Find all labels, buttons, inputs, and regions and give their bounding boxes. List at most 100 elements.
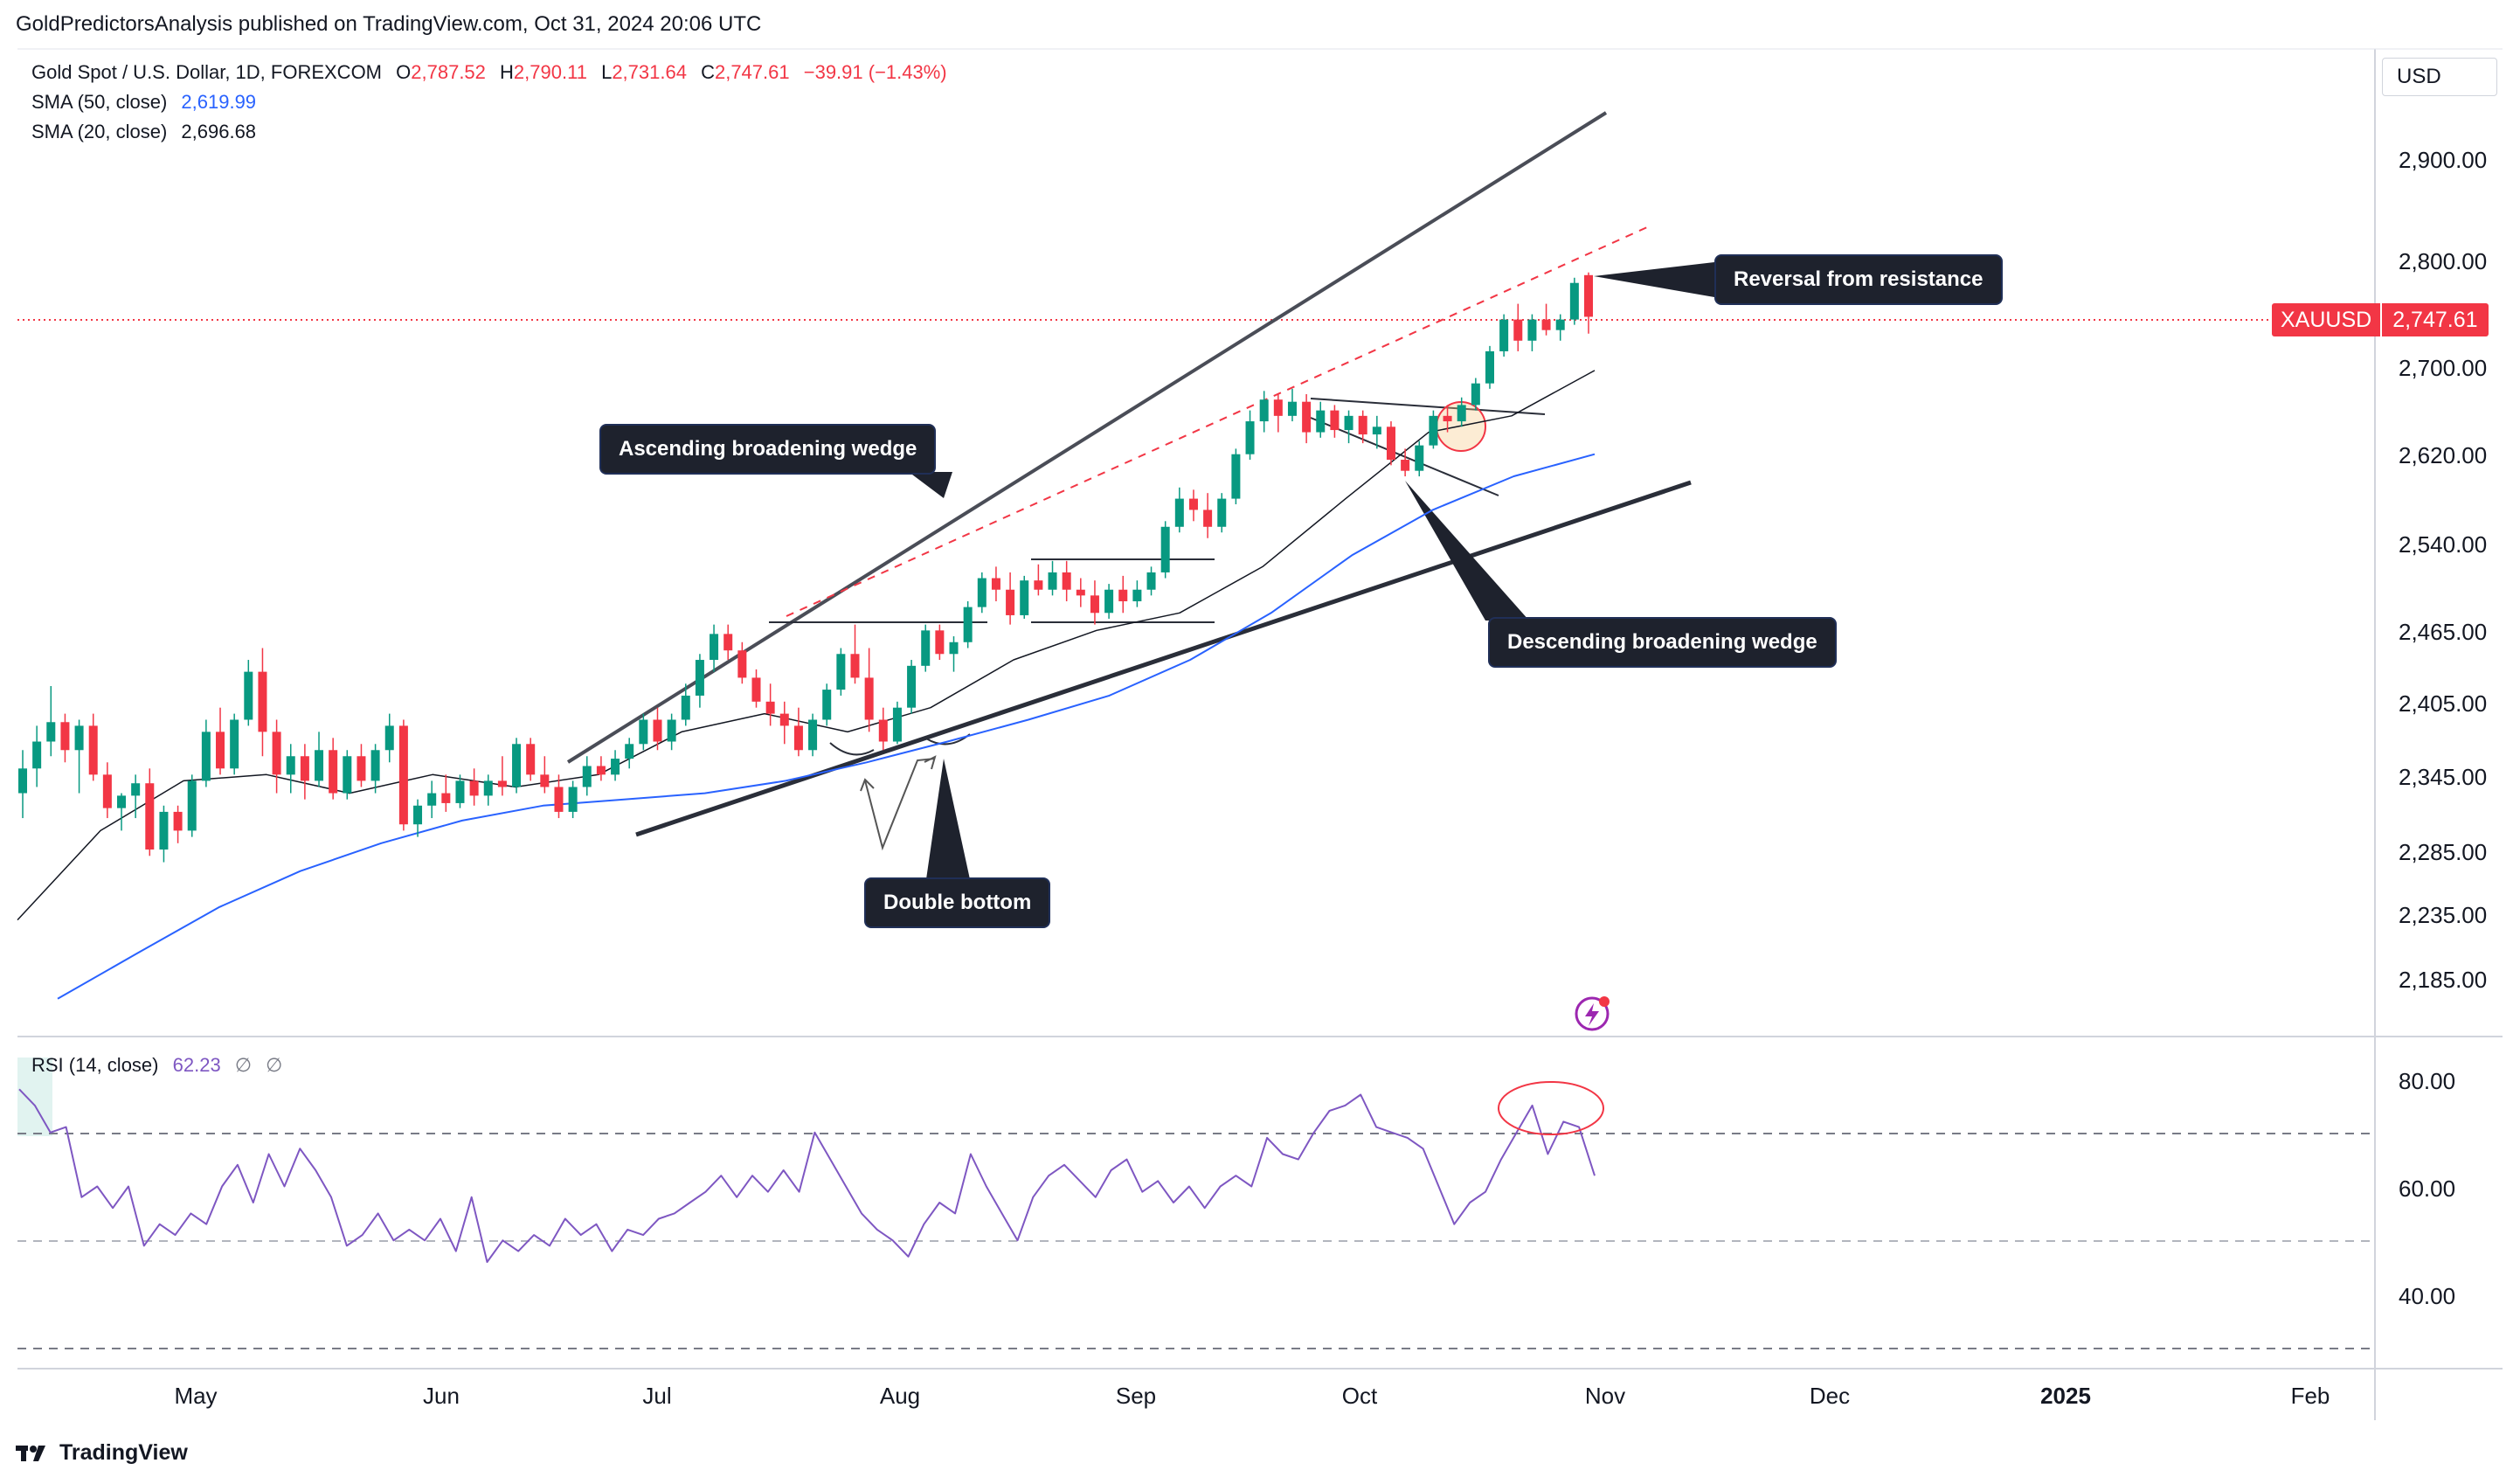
- currency-selector[interactable]: USD: [2382, 58, 2497, 96]
- rsi-extra-1: ∅: [234, 1054, 252, 1076]
- candle-up: [949, 641, 959, 655]
- candle-up: [315, 750, 324, 781]
- sma50-line: [57, 453, 1596, 1000]
- rsi-divergence-circle: [1498, 1081, 1604, 1135]
- candle-up: [343, 756, 352, 794]
- candle-down: [737, 650, 747, 678]
- ohlc-open: O2,787.52: [396, 61, 486, 83]
- candle-up: [1372, 426, 1381, 435]
- y-tick-label: 2,900.00: [2399, 147, 2488, 173]
- candle-down: [1302, 401, 1312, 433]
- candle-down: [1541, 319, 1551, 330]
- x-tick-label: Jul: [642, 1383, 672, 1409]
- candle-up: [159, 811, 169, 850]
- candle-up: [582, 766, 592, 787]
- x-tick-label: 2025: [2040, 1383, 2091, 1409]
- candlesticks-layer: [17, 272, 1594, 863]
- sma20-line: [17, 370, 1596, 921]
- candle-down: [329, 750, 338, 794]
- candle-down: [469, 780, 479, 796]
- x-tick-label: Sep: [1115, 1383, 1157, 1409]
- sma50-legend[interactable]: SMA (50, close) 2,619.99: [31, 91, 265, 114]
- candle-up: [455, 780, 465, 803]
- candle-up: [370, 750, 380, 781]
- rsi-line-layer: [18, 1088, 1596, 1263]
- sma20-line-layer: [17, 370, 1596, 921]
- descending-callout-pointer: [1405, 481, 1529, 621]
- candle-down: [216, 732, 225, 769]
- candle-up: [822, 690, 832, 720]
- rsi-label: RSI (14, close): [31, 1054, 159, 1076]
- symbol-legend[interactable]: Gold Spot / U.S. Dollar, 1D, FOREXCOM O2…: [31, 61, 956, 84]
- candle-up: [1104, 589, 1114, 614]
- tradingview-wordmark: TradingView: [59, 1440, 188, 1465]
- candle-down: [1090, 595, 1099, 614]
- sma20-value: 2,696.68: [181, 121, 257, 142]
- candle-down: [653, 719, 662, 742]
- tradingview-footer[interactable]: TradingView: [16, 1440, 188, 1466]
- rsi-value: 62.23: [172, 1054, 221, 1076]
- candle-up: [1132, 589, 1142, 601]
- candle-down: [1583, 274, 1594, 317]
- descending-wedge-callout[interactable]: Descending broadening wedge: [1488, 617, 1837, 668]
- ohlc-high: H2,790.11: [500, 61, 587, 83]
- sma20-legend[interactable]: SMA (20, close) 2,696.68: [31, 121, 265, 143]
- candle-up: [187, 780, 197, 831]
- sma50-value: 2,619.99: [181, 91, 257, 113]
- double-bottom-callout[interactable]: Double bottom: [864, 877, 1051, 928]
- candle-down: [878, 719, 888, 742]
- candle-down: [398, 725, 408, 825]
- ohlc-low: L2,731.64: [601, 61, 687, 83]
- candle-down: [1358, 415, 1367, 435]
- candle-up: [667, 719, 676, 742]
- candle-up: [483, 780, 493, 796]
- candle-down: [779, 713, 789, 726]
- candle-up: [427, 793, 437, 806]
- candle-up: [1429, 415, 1438, 446]
- candle-down: [1062, 572, 1071, 590]
- last-price-tag: XAUUSD 2,747.61: [2272, 303, 2489, 336]
- candle-down: [173, 811, 183, 831]
- candle-up: [892, 707, 902, 742]
- candle-up: [836, 654, 846, 690]
- candle-up: [46, 722, 56, 742]
- double-bottom-arrow-left: [860, 778, 875, 792]
- candle-up: [286, 756, 295, 775]
- candle-down: [850, 654, 860, 678]
- candle-up: [1160, 526, 1170, 572]
- candle-down: [441, 793, 451, 803]
- candle-up: [117, 795, 127, 808]
- x-tick-label: Nov: [1584, 1383, 1626, 1409]
- candle-down: [1006, 589, 1015, 615]
- candle-up: [695, 660, 704, 696]
- candle-up: [1499, 319, 1509, 351]
- candle-down: [1203, 510, 1213, 527]
- ascending-wedge-callout[interactable]: Ascending broadening wedge: [599, 424, 937, 475]
- resistance-line: [786, 226, 1648, 617]
- symbol-tag-name: XAUUSD: [2272, 303, 2381, 336]
- double-bottom-arc-left: [829, 742, 875, 756]
- candle-up: [1231, 454, 1241, 499]
- x-tick-label: Feb: [2290, 1383, 2330, 1409]
- y-tick-label: 2,620.00: [2399, 442, 2488, 468]
- sma50-line-layer: [57, 453, 1596, 1000]
- x-tick-label: Aug: [879, 1383, 921, 1409]
- candle-up: [681, 695, 690, 720]
- event-marker-bolt: [1585, 1003, 1599, 1026]
- candle-down: [88, 725, 98, 775]
- candle-up: [907, 665, 917, 708]
- candle-up: [1471, 383, 1480, 406]
- candle-down: [1386, 426, 1395, 461]
- candle-down: [723, 634, 733, 651]
- candle-up: [1217, 498, 1227, 527]
- ascending-callout-pointer: [909, 472, 952, 498]
- candle-down: [145, 783, 155, 850]
- reversal-callout[interactable]: Reversal from resistance: [1714, 254, 2003, 305]
- candle-down: [540, 774, 550, 787]
- candle-up: [201, 732, 211, 781]
- rsi-legend[interactable]: RSI (14, close) 62.23 ∅ ∅: [31, 1054, 291, 1077]
- publisher-header: GoldPredictorsAnalysis published on Trad…: [16, 12, 762, 36]
- y-tick-label: 2,800.00: [2399, 248, 2488, 274]
- candle-up: [1415, 445, 1424, 471]
